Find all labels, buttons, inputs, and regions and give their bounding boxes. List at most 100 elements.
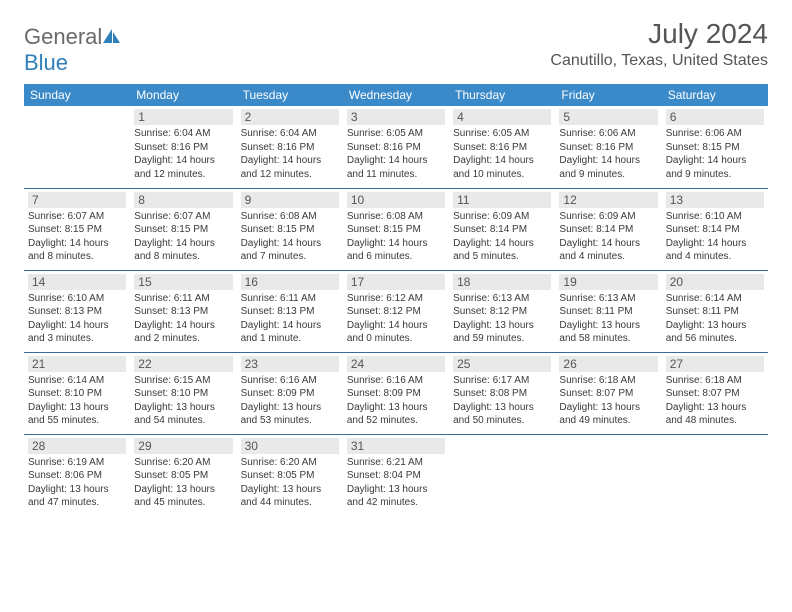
calendar-cell: 4 Sunrise: 6:05 AMSunset: 8:16 PMDaylight… xyxy=(449,106,555,188)
calendar-cell: 10 Sunrise: 6:08 AMSunset: 8:15 PMDayligh… xyxy=(343,188,449,270)
day-number: 2 xyxy=(241,109,339,125)
day-number: 4 xyxy=(453,109,551,125)
day-details: Sunrise: 6:14 AMSunset: 8:10 PMDaylight:… xyxy=(28,374,126,428)
logo: General Blue xyxy=(24,18,122,76)
weekday-header: Sunday xyxy=(24,84,130,106)
weekday-header: Monday xyxy=(130,84,236,106)
day-number: 1 xyxy=(134,109,232,125)
weekday-header: Thursday xyxy=(449,84,555,106)
calendar-cell xyxy=(555,434,661,516)
calendar-cell: 5 Sunrise: 6:06 AMSunset: 8:16 PMDaylight… xyxy=(555,106,661,188)
calendar-cell: 22 Sunrise: 6:15 AMSunset: 8:10 PMDayligh… xyxy=(130,352,236,434)
day-details: Sunrise: 6:18 AMSunset: 8:07 PMDaylight:… xyxy=(666,374,764,428)
day-number: 7 xyxy=(28,192,126,208)
day-details: Sunrise: 6:04 AMSunset: 8:16 PMDaylight:… xyxy=(241,127,339,181)
day-details: Sunrise: 6:07 AMSunset: 8:15 PMDaylight:… xyxy=(134,210,232,264)
day-details: Sunrise: 6:20 AMSunset: 8:05 PMDaylight:… xyxy=(241,456,339,510)
day-number: 17 xyxy=(347,274,445,290)
day-details: Sunrise: 6:10 AMSunset: 8:14 PMDaylight:… xyxy=(666,210,764,264)
calendar-cell: 28Sunrise: 6:19 AMSunset: 8:06 PMDayligh… xyxy=(24,434,130,516)
calendar-cell: 12 Sunrise: 6:09 AMSunset: 8:14 PMDayligh… xyxy=(555,188,661,270)
day-details: Sunrise: 6:13 AMSunset: 8:12 PMDaylight:… xyxy=(453,292,551,346)
day-number: 28 xyxy=(28,438,126,454)
calendar-cell: 18 Sunrise: 6:13 AMSunset: 8:12 PMDayligh… xyxy=(449,270,555,352)
logo-text: General Blue xyxy=(24,24,122,76)
day-details: Sunrise: 6:08 AMSunset: 8:15 PMDaylight:… xyxy=(241,210,339,264)
calendar-week-row: 28Sunrise: 6:19 AMSunset: 8:06 PMDayligh… xyxy=(24,434,768,516)
day-number: 22 xyxy=(134,356,232,372)
day-details: Sunrise: 6:16 AMSunset: 8:09 PMDaylight:… xyxy=(347,374,445,428)
calendar-cell: 16 Sunrise: 6:11 AMSunset: 8:13 PMDayligh… xyxy=(237,270,343,352)
day-number: 18 xyxy=(453,274,551,290)
day-details: Sunrise: 6:11 AMSunset: 8:13 PMDaylight:… xyxy=(241,292,339,346)
calendar-cell: 13 Sunrise: 6:10 AMSunset: 8:14 PMDayligh… xyxy=(662,188,768,270)
day-details: Sunrise: 6:09 AMSunset: 8:14 PMDaylight:… xyxy=(559,210,657,264)
day-number: 31 xyxy=(347,438,445,454)
calendar-week-row: 21Sunrise: 6:14 AMSunset: 8:10 PMDayligh… xyxy=(24,352,768,434)
day-details: Sunrise: 6:06 AMSunset: 8:16 PMDaylight:… xyxy=(559,127,657,181)
day-number: 27 xyxy=(666,356,764,372)
day-number: 10 xyxy=(347,192,445,208)
calendar-cell: 11Sunrise: 6:09 AMSunset: 8:14 PMDayligh… xyxy=(449,188,555,270)
weekday-header: Saturday xyxy=(662,84,768,106)
calendar-cell: 23Sunrise: 6:16 AMSunset: 8:09 PMDayligh… xyxy=(237,352,343,434)
day-details: Sunrise: 6:17 AMSunset: 8:08 PMDaylight:… xyxy=(453,374,551,428)
day-number: 9 xyxy=(241,192,339,208)
calendar-cell: 7Sunrise: 6:07 AMSunset: 8:15 PMDaylight… xyxy=(24,188,130,270)
calendar-week-row: 1 Sunrise: 6:04 AMSunset: 8:16 PMDaylight… xyxy=(24,106,768,188)
day-number: 25 xyxy=(453,356,551,372)
day-details: Sunrise: 6:05 AMSunset: 8:16 PMDaylight:… xyxy=(347,127,445,181)
calendar-cell: 31 Sunrise: 6:21 AMSunset: 8:04 PMDayligh… xyxy=(343,434,449,516)
day-details: Sunrise: 6:15 AMSunset: 8:10 PMDaylight:… xyxy=(134,374,232,428)
day-details: Sunrise: 6:18 AMSunset: 8:07 PMDaylight:… xyxy=(559,374,657,428)
calendar-cell: 27 Sunrise: 6:18 AMSunset: 8:07 PMDayligh… xyxy=(662,352,768,434)
day-number: 29 xyxy=(134,438,232,454)
day-details: Sunrise: 6:04 AMSunset: 8:16 PMDaylight:… xyxy=(134,127,232,181)
logo-sail-icon xyxy=(102,24,122,50)
day-number: 12 xyxy=(559,192,657,208)
month-title: July 2024 xyxy=(550,18,768,50)
calendar-cell: 3 Sunrise: 6:05 AMSunset: 8:16 PMDaylight… xyxy=(343,106,449,188)
day-number: 6 xyxy=(666,109,764,125)
calendar-cell: 21Sunrise: 6:14 AMSunset: 8:10 PMDayligh… xyxy=(24,352,130,434)
day-number: 14 xyxy=(28,274,126,290)
calendar-cell: 19Sunrise: 6:13 AMSunset: 8:11 PMDayligh… xyxy=(555,270,661,352)
page-header: General Blue July 2024 Canutillo, Texas,… xyxy=(24,18,768,76)
day-number: 24 xyxy=(347,356,445,372)
calendar-week-row: 7 Sunrise: 6:07 AMSunset: 8:15 PMDaylight… xyxy=(24,188,768,270)
location-text: Canutillo, Texas, United States xyxy=(550,52,768,70)
calendar-cell: 9 Sunrise: 6:08 AMSunset: 8:15 PMDaylight… xyxy=(237,188,343,270)
calendar-cell: 17 Sunrise: 6:12 AMSunset: 8:12 PMDayligh… xyxy=(343,270,449,352)
weekday-header: Tuesday xyxy=(237,84,343,106)
calendar-cell: 1 Sunrise: 6:04 AMSunset: 8:16 PMDaylight… xyxy=(130,106,236,188)
day-number: 16 xyxy=(241,274,339,290)
day-number: 13 xyxy=(666,192,764,208)
calendar-cell: 24 Sunrise: 6:16 AMSunset: 8:09 PMDayligh… xyxy=(343,352,449,434)
day-number: 3 xyxy=(347,109,445,125)
day-details: Sunrise: 6:10 AMSunset: 8:13 PMDaylight:… xyxy=(28,292,126,346)
calendar-cell: 25 Sunrise: 6:17 AMSunset: 8:08 PMDayligh… xyxy=(449,352,555,434)
day-number: 30 xyxy=(241,438,339,454)
day-number: 19 xyxy=(559,274,657,290)
calendar-cell xyxy=(24,106,130,188)
day-details: Sunrise: 6:05 AMSunset: 8:16 PMDaylight:… xyxy=(453,127,551,181)
calendar-cell: 29Sunrise: 6:20 AMSunset: 8:05 PMDayligh… xyxy=(130,434,236,516)
day-number: 26 xyxy=(559,356,657,372)
day-details: Sunrise: 6:12 AMSunset: 8:12 PMDaylight:… xyxy=(347,292,445,346)
day-details: Sunrise: 6:21 AMSunset: 8:04 PMDaylight:… xyxy=(347,456,445,510)
day-number: 5 xyxy=(559,109,657,125)
day-number: 8 xyxy=(134,192,232,208)
day-details: Sunrise: 6:11 AMSunset: 8:13 PMDaylight:… xyxy=(134,292,232,346)
day-details: Sunrise: 6:08 AMSunset: 8:15 PMDaylight:… xyxy=(347,210,445,264)
weekday-header: Wednesday xyxy=(343,84,449,106)
calendar-header-row: SundayMondayTuesdayWednesdayThursdayFrid… xyxy=(24,84,768,106)
day-number: 20 xyxy=(666,274,764,290)
calendar-week-row: 14 Sunrise: 6:10 AMSunset: 8:13 PMDayligh… xyxy=(24,270,768,352)
calendar-cell xyxy=(662,434,768,516)
calendar-cell: 15Sunrise: 6:11 AMSunset: 8:13 PMDayligh… xyxy=(130,270,236,352)
calendar-cell: 2 Sunrise: 6:04 AMSunset: 8:16 PMDaylight… xyxy=(237,106,343,188)
calendar-cell: 14 Sunrise: 6:10 AMSunset: 8:13 PMDayligh… xyxy=(24,270,130,352)
day-details: Sunrise: 6:14 AMSunset: 8:11 PMDaylight:… xyxy=(666,292,764,346)
calendar-cell xyxy=(449,434,555,516)
calendar-table: SundayMondayTuesdayWednesdayThursdayFrid… xyxy=(24,84,768,516)
